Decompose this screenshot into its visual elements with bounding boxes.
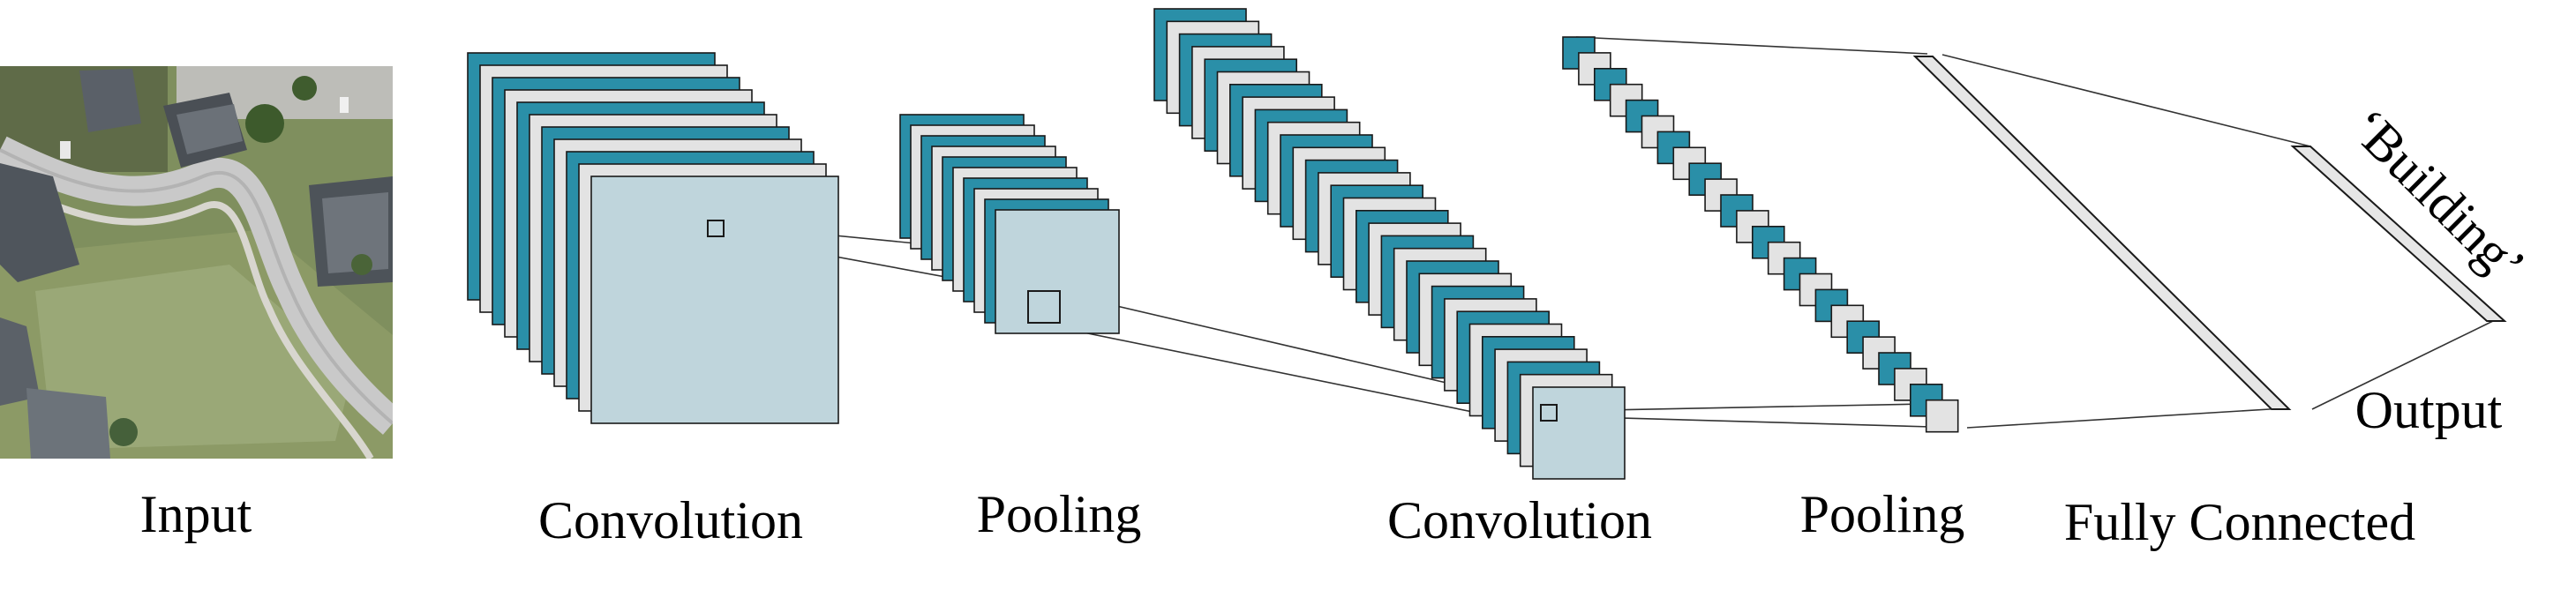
fc-layer-1 xyxy=(1912,56,2292,410)
conv2-label: Convolution xyxy=(1387,491,1652,549)
conv1-map-11 xyxy=(590,176,839,424)
pool1-label: Pooling xyxy=(977,485,1142,543)
conv1-label: Convolution xyxy=(538,491,803,549)
fc-layers xyxy=(1912,56,2507,410)
conv2-feature-maps xyxy=(1153,8,1626,480)
input-label: Input xyxy=(140,485,252,543)
pool1-kernel-marker xyxy=(1027,290,1061,324)
conv1-feature-maps xyxy=(467,52,839,424)
pool2-label: Pooling xyxy=(1800,485,1965,543)
input-satellite-image xyxy=(0,66,393,459)
conv2-kernel-marker xyxy=(1540,404,1558,422)
pool1-feature-maps xyxy=(899,114,1120,334)
fc-label: Fully Connected xyxy=(2064,493,2415,551)
conv2-map-31 xyxy=(1532,386,1626,480)
pool2-feature-maps xyxy=(1562,36,1959,433)
receptive-field-markers xyxy=(707,220,1558,422)
pool1-map-10 xyxy=(995,209,1120,334)
pool2-map-24 xyxy=(1925,399,1959,433)
output-label: Output xyxy=(2355,381,2503,439)
fc-layer-2 xyxy=(2290,146,2507,322)
conv1-kernel-marker xyxy=(707,220,725,237)
